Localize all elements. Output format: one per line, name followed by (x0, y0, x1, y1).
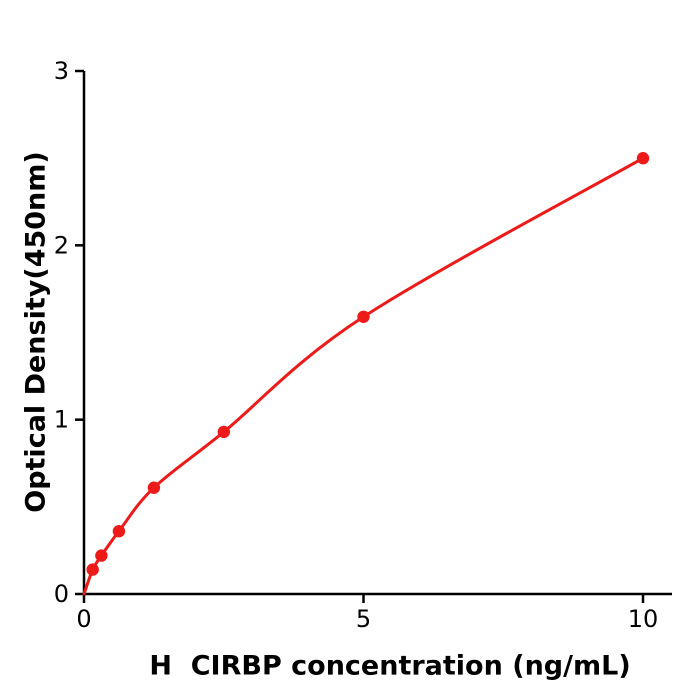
data-point (147, 481, 161, 494)
data-point (86, 563, 99, 576)
y-tick-label: 0 (54, 580, 69, 608)
y-axis-label: Optical Density(450nm) (20, 151, 52, 513)
x-tick-label: 0 (76, 605, 91, 633)
data-point (95, 549, 108, 562)
data-point (636, 152, 650, 165)
data-point (112, 525, 126, 538)
x-tick-label: 5 (356, 605, 371, 633)
y-tick-label: 3 (54, 57, 69, 85)
data-point (217, 425, 230, 439)
y-tick-label: 1 (54, 406, 69, 434)
y-tick-label: 2 (54, 231, 69, 259)
x-axis-label: H CIRBP concentration (ng/mL) (149, 650, 631, 682)
fitted-curve (82, 156, 645, 596)
x-tick-label: 10 (628, 605, 659, 633)
data-point (357, 310, 370, 323)
